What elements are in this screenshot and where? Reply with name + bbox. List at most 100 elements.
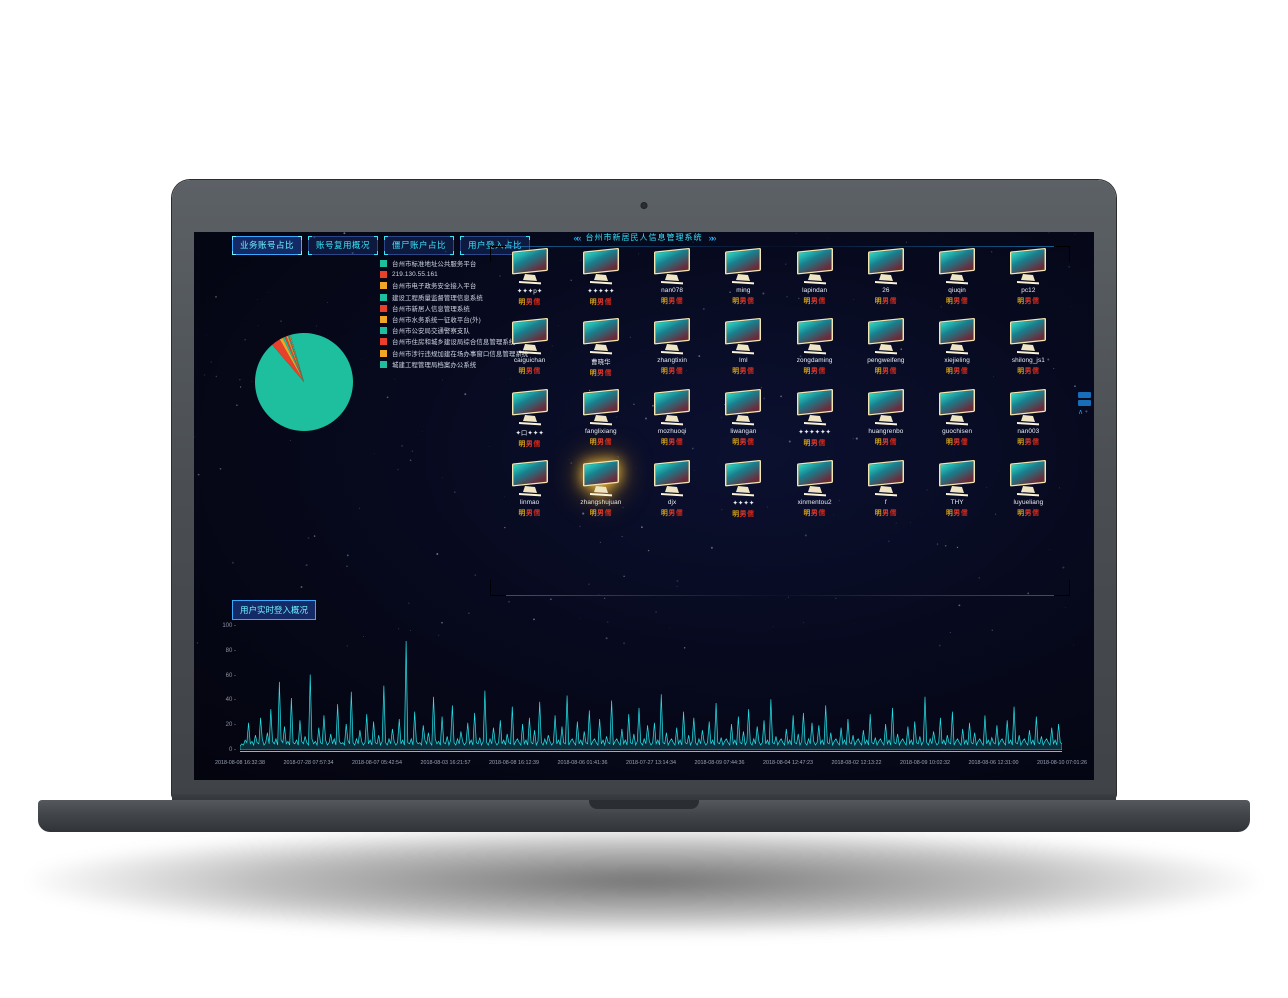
y-axis-tick: 40 - [225, 697, 236, 704]
monitor-cell[interactable]: ✦✦✦✦✦ 明男儒 [565, 246, 636, 306]
monitor-username: zongdaming [796, 357, 833, 364]
monitor-icon [1006, 387, 1050, 427]
monitor-username: ✦✦✦✦✦ [587, 288, 615, 295]
monitor-icon [793, 458, 837, 498]
monitor-status: 明男儒 [803, 510, 826, 517]
legend-label: 台州市公安局交通警察支队 [392, 328, 470, 336]
monitor-icon [579, 246, 623, 286]
monitor-cell[interactable]: djx 明男儒 [637, 458, 708, 518]
monitor-cell[interactable]: zhangshujuan 明男儒 [565, 458, 636, 518]
monitor-cell[interactable]: lml 明男儒 [708, 316, 779, 377]
monitor-status: 明男儒 [946, 510, 969, 517]
legend-color-swatch [380, 338, 387, 346]
monitor-status: 明男儒 [1017, 439, 1040, 446]
monitor-cell[interactable]: liwangan 明男儒 [708, 387, 779, 448]
monitor-cell[interactable]: fanglixiang 明男儒 [565, 387, 636, 448]
monitor-cell[interactable] [779, 528, 850, 570]
monitor-cell[interactable]: ✦✦✦p✦ 明男儒 [494, 246, 565, 306]
monitor-cell[interactable]: nan003 明男儒 [993, 387, 1064, 448]
monitor-cell[interactable]: mozhuoqi 明男儒 [637, 387, 708, 448]
monitor-cell[interactable]: ✦✦✦✦ 明男儒 [708, 458, 779, 518]
tab-label: 业务账号占比 [240, 240, 295, 250]
side-indicator: ∧ [1078, 392, 1092, 420]
tab-0[interactable]: 业务账号占比 [232, 236, 303, 255]
tab-1[interactable]: 账号复用概况 [308, 236, 379, 255]
monitor-status: 明男儒 [589, 370, 612, 377]
monitor-cell[interactable]: f 明男儒 [850, 458, 921, 518]
monitor-status: 明男儒 [661, 368, 684, 375]
monitor-cell[interactable]: qiuqin 明男儒 [922, 246, 993, 306]
monitor-cell[interactable]: huangrenbo 明男儒 [850, 387, 921, 448]
monitor-cell[interactable]: shilong_js1 明男儒 [993, 316, 1064, 377]
legend-color-swatch [380, 316, 387, 324]
tab-2[interactable]: 僵尸账户占比 [384, 236, 455, 255]
x-axis-tick: 2018-08-06 01:41:36 [557, 760, 608, 766]
chart-plot-area: 0 - 20 - 40 - 60 - 80 - 100 - [222, 620, 1063, 753]
monitor-cell[interactable]: pengweifeng 明男儒 [850, 316, 921, 377]
monitor-cell[interactable] [565, 528, 636, 570]
legend-item-7[interactable]: 台州市住房和城乡建设局综合信息管理系统 [380, 336, 528, 347]
monitor-cell[interactable]: xiejieling 明男儒 [922, 316, 993, 377]
legend-item-6[interactable]: 台州市公安局交通警察支队 [380, 325, 528, 336]
monitor-cell[interactable]: xinmentou2 明男儒 [779, 458, 850, 518]
x-axis-tick: 2018-08-06 12:31:00 [968, 760, 1019, 766]
monitor-status: 明男儒 [661, 298, 684, 305]
monitor-icon [1006, 246, 1050, 286]
legend-item-0[interactable]: 台州市标准地址公共服务平台 [380, 258, 528, 269]
monitor-username: zhangtixin [657, 357, 688, 364]
monitor-cell[interactable]: caiguichan 明男儒 [494, 316, 565, 377]
legend-item-5[interactable]: 台州市水务系统一征收平台(外) [380, 314, 528, 325]
realtime-login-title: 用户实时登入概况 [232, 600, 317, 620]
x-axis-tick: 2018-07-27 13:14:34 [625, 760, 677, 766]
monitor-status: 明男儒 [1017, 510, 1040, 517]
monitor-cell[interactable] [993, 528, 1064, 570]
monitor-cell[interactable]: linmao 明男儒 [494, 458, 565, 518]
monitor-icon [721, 458, 765, 498]
monitor-cell[interactable]: ✦口✦✦✦ 明男儒 [494, 387, 565, 448]
monitor-icon [650, 528, 694, 568]
legend-item-3[interactable]: 建设工程质量监督管理信息系统 [380, 292, 528, 303]
monitor-username: shilong_js1 [1011, 357, 1045, 364]
monitor-status: 明男儒 [518, 510, 541, 517]
monitor-cell[interactable]: zhangtixin 明男儒 [637, 316, 708, 377]
realtime-login-chart: 0 - 20 - 40 - 60 - 80 - 100 - 2018-08-08 16:3… [214, 618, 1087, 778]
monitor-status: 明男儒 [874, 510, 897, 517]
monitor-cell[interactable]: THY 明男儒 [922, 458, 993, 518]
monitor-cell[interactable]: pc12 明男儒 [993, 246, 1064, 306]
monitor-grid: ✦✦✦p✦ 明男儒 ✦✦✦✦✦ 明男儒 [494, 246, 1064, 570]
pie-legend: 台州市标准地址公共服务平台 219.130.55.161 台州市电子政务安全接入平台… [380, 258, 528, 370]
monitor-username: nan078 [661, 287, 684, 294]
monitor-cell[interactable]: 26 明男儒 [850, 246, 921, 306]
monitor-cell[interactable] [922, 528, 993, 570]
monitor-cell[interactable]: lapindan 明男儒 [779, 246, 850, 306]
monitor-cell[interactable]: ming 明男儒 [708, 246, 779, 306]
monitor-cell[interactable]: guochisen 明男儒 [922, 387, 993, 448]
monitor-grid-frame [490, 246, 1070, 596]
monitor-username: guochisen [942, 428, 973, 435]
monitor-cell[interactable]: luyueliang 明男儒 [993, 458, 1064, 518]
monitor-cell[interactable]: ✦✦✦✦✦✦ 明男儒 [779, 387, 850, 448]
monitor-username: pengweifeng [867, 357, 905, 364]
legend-item-8[interactable]: 台州市涉行违规加建在场办事窗口信息管理系统 [380, 348, 528, 359]
monitor-cell[interactable]: nan078 明男儒 [637, 246, 708, 306]
monitor-icon [864, 458, 908, 498]
legend-item-2[interactable]: 台州市电子政务安全接入平台 [380, 280, 528, 291]
x-axis-tick: 2018-08-09 10:02:32 [899, 760, 951, 766]
monitor-cell[interactable] [708, 528, 779, 570]
legend-color-swatch [380, 360, 387, 368]
legend-item-4[interactable]: 台州市新居人信息管理系统 [380, 303, 528, 314]
monitor-cell[interactable] [494, 528, 565, 570]
chevron-left-icon: «« [573, 232, 581, 243]
monitor-status: 明男儒 [1017, 368, 1040, 375]
monitor-cell[interactable] [637, 528, 708, 570]
tab-3[interactable]: 用户登入占比 [460, 236, 531, 255]
monitor-cell[interactable]: 曹晓华 明男儒 [565, 316, 636, 377]
monitor-status: 明男儒 [732, 298, 755, 305]
monitor-username: qiuqin [948, 287, 966, 294]
legend-color-swatch [380, 349, 387, 357]
legend-item-9[interactable]: 城建工程管理局档案办公系统 [380, 359, 528, 370]
monitor-cell[interactable]: zongdaming 明男儒 [779, 316, 850, 377]
legend-color-swatch [380, 293, 387, 301]
legend-item-1[interactable]: 219.130.55.161 [380, 269, 528, 280]
monitor-cell[interactable] [850, 528, 921, 570]
